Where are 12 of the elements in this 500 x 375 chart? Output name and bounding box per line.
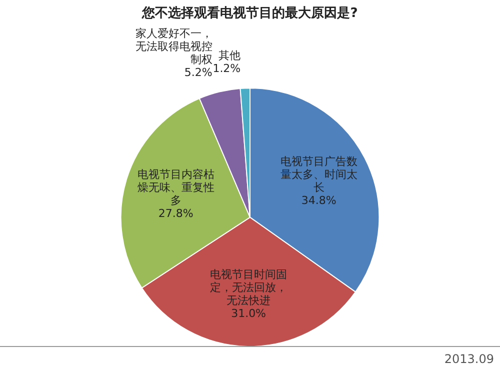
data-label: 1.2%	[212, 62, 241, 76]
data-label: 5.2%	[184, 66, 212, 80]
data-label: 34.8%	[301, 194, 336, 208]
data-label: 31.0%	[231, 307, 266, 320]
slice-label: 家人爱好不一，无法取得电视控制权	[135, 27, 212, 66]
slice-label: 电视节目广告数量太多、时间太长	[280, 155, 358, 194]
data-label: 27.8%	[158, 207, 194, 220]
slice-label: 电视节目时间固定，无法回放，无法快进	[210, 268, 288, 308]
text: 2013.09	[444, 352, 494, 366]
slice-label: 电视节目内容枯燥无味、重复性多	[137, 168, 214, 208]
slice-label: 其他	[218, 49, 241, 62]
chart-title: 您不选择观看电视节目的最大原因是?	[141, 5, 358, 22]
